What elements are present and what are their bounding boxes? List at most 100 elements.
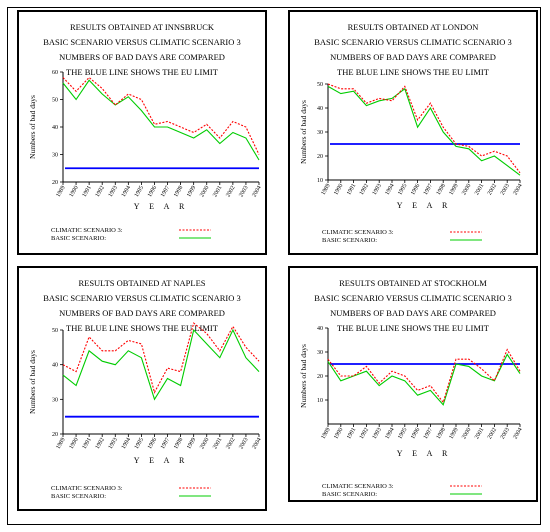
y-tick-label: 20 — [52, 180, 58, 186]
x-tick-label: 1999 — [186, 185, 197, 198]
x-tick-label: 1999 — [186, 437, 197, 450]
x-tick-label: 2001 — [474, 427, 485, 440]
series-line-basic — [62, 328, 260, 401]
chart-title-line: RESULTS OBTAINED AT STOCKHOLM — [339, 278, 487, 288]
x-tick-label: 1994 — [385, 427, 396, 440]
x-tick-label: 1999 — [449, 183, 460, 196]
x-tick-label: 1995 — [134, 185, 145, 198]
x-tick-label: 2003 — [238, 185, 249, 198]
x-tick-label: 1996 — [147, 437, 158, 450]
x-tick-label: 2002 — [225, 185, 236, 198]
y-tick-label: 20 — [317, 374, 323, 380]
x-axis-label: Y E A R — [134, 202, 189, 211]
x-tick-label: 1991 — [82, 437, 93, 450]
x-axis-label: Y E A R — [397, 449, 452, 458]
x-tick-label: 1996 — [410, 183, 421, 196]
chart-panel-naples: RESULTS OBTAINED AT NAPLES BASIC SCENARIO… — [17, 266, 267, 511]
y-tick-label: 60 — [52, 70, 58, 76]
chart-title-line: BASIC SCENARIO VERSUS CLIMATIC SCENARIO … — [314, 37, 512, 47]
x-tick-label: 2003 — [500, 183, 511, 196]
chart-title-line: THE BLUE LINE SHOWS THE EU LIMIT — [337, 67, 490, 77]
x-tick-label: 1994 — [121, 437, 132, 450]
x-tick-label: 1991 — [346, 183, 357, 196]
y-tick-label: 30 — [52, 153, 58, 159]
legend-label: CLIMATIC SCENARIO 3: — [322, 483, 394, 490]
y-axis-label: Numbers of bad days — [299, 100, 308, 164]
series-line-basic — [327, 85, 521, 176]
y-tick-label: 10 — [317, 178, 323, 184]
chart-panel-innsbruck: RESULTS OBTAINED AT INNSBRUCK BASIC SCENA… — [17, 10, 267, 255]
series-line-climatic — [62, 322, 260, 394]
legend-label: CLIMATIC SCENARIO 3: — [51, 227, 123, 234]
x-tick-label: 1997 — [423, 427, 434, 440]
y-tick-label: 30 — [317, 350, 323, 356]
chart-title-line: THE BLUE LINE SHOWS THE EU LIMIT — [337, 323, 490, 333]
chart-title-line: NUMBERS OF BAD DAYS ARE COMPARED — [330, 308, 496, 318]
x-tick-label: 1991 — [82, 185, 93, 198]
legend-label: BASIC SCENARIO: — [51, 493, 106, 500]
y-tick-label: 40 — [52, 363, 58, 369]
x-tick-label: 2002 — [225, 437, 236, 450]
chart-title-line: NUMBERS OF BAD DAYS ARE COMPARED — [59, 52, 225, 62]
x-tick-label: 1997 — [160, 185, 171, 198]
x-tick-label: 1998 — [436, 183, 447, 196]
chart-panel-london: RESULTS OBTAINED AT LONDON BASIC SCENARIO… — [288, 10, 538, 255]
x-tick-label: 1997 — [160, 437, 171, 450]
series-line-climatic — [327, 83, 521, 174]
x-tick-label: 2001 — [474, 183, 485, 196]
chart-title-line: BASIC SCENARIO VERSUS CLIMATIC SCENARIO … — [43, 293, 241, 303]
x-tick-label: 1992 — [95, 185, 106, 198]
legend-label: BASIC SCENARIO: — [51, 235, 106, 242]
x-tick-label: 2003 — [238, 437, 249, 450]
chart-title-line: RESULTS OBTAINED AT INNSBRUCK — [70, 22, 215, 32]
x-tick-label: 1989 — [321, 427, 332, 440]
y-tick-label: 10 — [317, 398, 323, 404]
chart-title-line: RESULTS OBTAINED AT NAPLES — [78, 278, 205, 288]
x-tick-label: 2004 — [513, 427, 524, 440]
chart-title-line: NUMBERS OF BAD DAYS ARE COMPARED — [330, 52, 496, 62]
y-tick-label: 40 — [317, 326, 323, 332]
y-tick-label: 20 — [52, 432, 58, 438]
y-tick-label: 40 — [317, 106, 323, 112]
chart-title-line: THE BLUE LINE SHOWS THE EU LIMIT — [66, 67, 219, 77]
y-tick-label: 50 — [52, 328, 58, 334]
chart-svg: RESULTS OBTAINED AT LONDON BASIC SCENARIO… — [299, 22, 524, 244]
x-tick-label: 1998 — [173, 185, 184, 198]
legend-label: CLIMATIC SCENARIO 3: — [322, 229, 394, 236]
y-tick-label: 20 — [317, 154, 323, 160]
x-tick-label: 1997 — [423, 183, 434, 196]
y-axis-label: Numbers of bad days — [28, 350, 37, 414]
x-tick-label: 1993 — [108, 185, 119, 198]
x-tick-label: 1994 — [121, 185, 132, 198]
x-tick-label: 1996 — [147, 185, 158, 198]
chart-title-line: BASIC SCENARIO VERSUS CLIMATIC SCENARIO … — [43, 37, 241, 47]
x-tick-label: 2000 — [199, 437, 210, 450]
y-axis-label: Numbers of bad days — [299, 344, 308, 408]
x-tick-label: 1998 — [173, 437, 184, 450]
x-tick-label: 1996 — [410, 427, 421, 440]
x-axis-label: Y E A R — [134, 456, 189, 465]
x-tick-label: 1992 — [359, 183, 370, 196]
x-tick-label: 2000 — [461, 427, 472, 440]
x-axis-label: Y E A R — [397, 201, 452, 210]
y-tick-label: 40 — [52, 125, 58, 131]
x-tick-label: 2004 — [252, 185, 263, 198]
x-tick-label: 2001 — [212, 437, 223, 450]
x-tick-label: 1993 — [372, 427, 383, 440]
series-line-basic — [327, 353, 521, 406]
series-line-climatic — [327, 348, 521, 404]
x-tick-label: 1990 — [333, 183, 344, 196]
x-tick-label: 1990 — [333, 427, 344, 440]
y-tick-label: 30 — [52, 397, 58, 403]
x-tick-label: 1995 — [134, 437, 145, 450]
x-tick-label: 2000 — [199, 185, 210, 198]
chart-svg: RESULTS OBTAINED AT STOCKHOLM BASIC SCENA… — [299, 278, 524, 498]
chart-title-line: NUMBERS OF BAD DAYS ARE COMPARED — [59, 308, 225, 318]
x-tick-label: 1994 — [385, 183, 396, 196]
x-tick-label: 2002 — [487, 427, 498, 440]
chart-panel-stockholm: RESULTS OBTAINED AT STOCKHOLM BASIC SCENA… — [288, 266, 538, 502]
legend-label: BASIC SCENARIO: — [322, 237, 377, 244]
legend-label: CLIMATIC SCENARIO 3: — [51, 485, 123, 492]
x-tick-label: 1989 — [56, 185, 67, 198]
x-tick-label: 2001 — [212, 185, 223, 198]
